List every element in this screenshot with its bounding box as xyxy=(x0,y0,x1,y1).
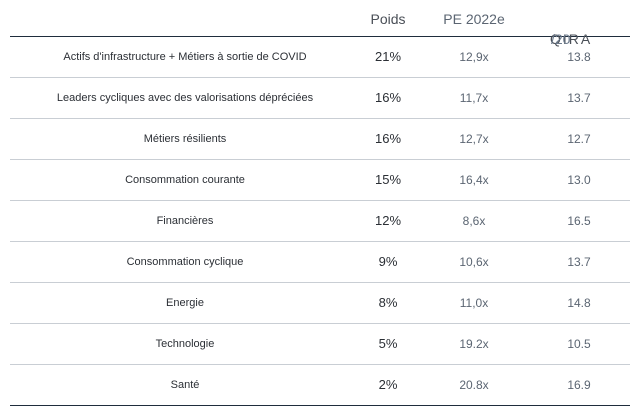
row-name: Financières xyxy=(156,215,214,227)
row-qira: 12.7 xyxy=(567,132,591,146)
table-row: Financières 12% 8,6x 16.5 xyxy=(10,201,630,242)
qira-logo-text: QIRA xyxy=(550,31,593,47)
row-poids: 2% xyxy=(378,377,398,392)
row-qira: 16.5 xyxy=(567,214,591,228)
row-name: Consommation cyclique xyxy=(126,256,244,268)
row-name: Métiers résilients xyxy=(143,133,227,145)
table-row: Energie 8% 11,0x 14.8 xyxy=(10,283,630,324)
header-poids: Poids xyxy=(370,11,406,27)
row-pe: 11,0x xyxy=(459,296,489,310)
row-poids: 16% xyxy=(374,131,402,146)
row-poids: 15% xyxy=(374,172,402,187)
row-pe: 16,4x xyxy=(459,173,489,187)
row-name: Actifs d'infrastructure + Métiers à sort… xyxy=(63,51,307,63)
row-poids: 9% xyxy=(378,254,398,269)
row-poids: 5% xyxy=(378,336,398,351)
row-pe: 19.2x xyxy=(459,337,489,351)
row-name: Energie xyxy=(166,297,204,309)
row-pe: 10,6x xyxy=(459,255,489,269)
row-name: Consommation courante xyxy=(125,174,245,186)
row-poids: 16% xyxy=(374,90,402,105)
table-row: Métiers résilients 16% 12,7x 12.7 xyxy=(10,119,630,160)
table-row: Santé 2% 20.8x 16.9 xyxy=(10,365,630,406)
table-header: Poids PE 2022e QIRA/20 xyxy=(10,0,630,47)
row-name: Santé xyxy=(170,379,200,391)
table-row: Consommation courante 15% 16,4x 13.0 xyxy=(10,160,630,201)
row-qira: 13.7 xyxy=(567,91,591,105)
qira-suffix: /20 xyxy=(551,31,571,47)
table-row: Technologie 5% 19.2x 10.5 xyxy=(10,324,630,365)
table-row: Leaders cycliques avec des valorisations… xyxy=(10,78,630,119)
row-pe: 8,6x xyxy=(462,214,486,228)
row-qira: 16.9 xyxy=(567,378,591,392)
row-qira: 14.8 xyxy=(567,296,591,310)
row-name: Leaders cycliques avec des valorisations… xyxy=(56,92,314,104)
row-poids: 21% xyxy=(374,49,402,64)
header-pe-2022e: PE 2022e xyxy=(443,11,505,27)
row-qira: 13.8 xyxy=(567,50,591,64)
table-row: Consommation cyclique 9% 10,6x 13.7 xyxy=(10,242,630,283)
row-name: Technologie xyxy=(155,338,215,350)
row-pe: 12,7x xyxy=(459,132,489,146)
row-pe: 12,9x xyxy=(459,50,489,64)
row-qira: 10.5 xyxy=(567,337,591,351)
row-pe: 20.8x xyxy=(459,378,489,392)
row-poids: 8% xyxy=(378,295,398,310)
row-qira: 13.0 xyxy=(567,173,591,187)
row-qira: 13.7 xyxy=(567,255,591,269)
sector-table: Poids PE 2022e QIRA/20 Actifs d'infrastr… xyxy=(10,0,630,406)
table-row: Actifs d'infrastructure + Métiers à sort… xyxy=(10,37,630,78)
row-pe: 11,7x xyxy=(459,91,489,105)
row-poids: 12% xyxy=(374,213,402,228)
